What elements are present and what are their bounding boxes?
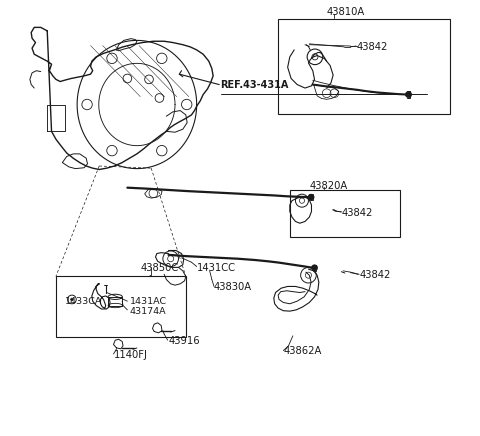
- Circle shape: [406, 92, 411, 98]
- Text: 43850C: 43850C: [140, 263, 179, 273]
- Text: 43820A: 43820A: [309, 181, 348, 191]
- Circle shape: [308, 194, 314, 200]
- Circle shape: [71, 298, 73, 301]
- Bar: [290, 190, 400, 238]
- Text: 43830A: 43830A: [214, 283, 252, 292]
- Text: 1140FJ: 1140FJ: [114, 351, 148, 360]
- Text: 43174A: 43174A: [130, 307, 166, 316]
- Text: 43916: 43916: [168, 337, 200, 347]
- Circle shape: [312, 265, 318, 271]
- Text: 43842: 43842: [342, 208, 373, 218]
- Bar: [56, 276, 186, 337]
- Bar: [278, 19, 450, 114]
- Text: 43842: 43842: [357, 42, 388, 52]
- Text: 1431AC: 1431AC: [130, 296, 167, 306]
- Text: 1433CA: 1433CA: [64, 296, 102, 306]
- Text: 43842: 43842: [359, 270, 391, 280]
- Text: 1431CC: 1431CC: [197, 263, 236, 273]
- Text: 43862A: 43862A: [283, 347, 322, 357]
- Text: 43810A: 43810A: [327, 7, 365, 17]
- Text: REF.43-431A: REF.43-431A: [220, 79, 289, 89]
